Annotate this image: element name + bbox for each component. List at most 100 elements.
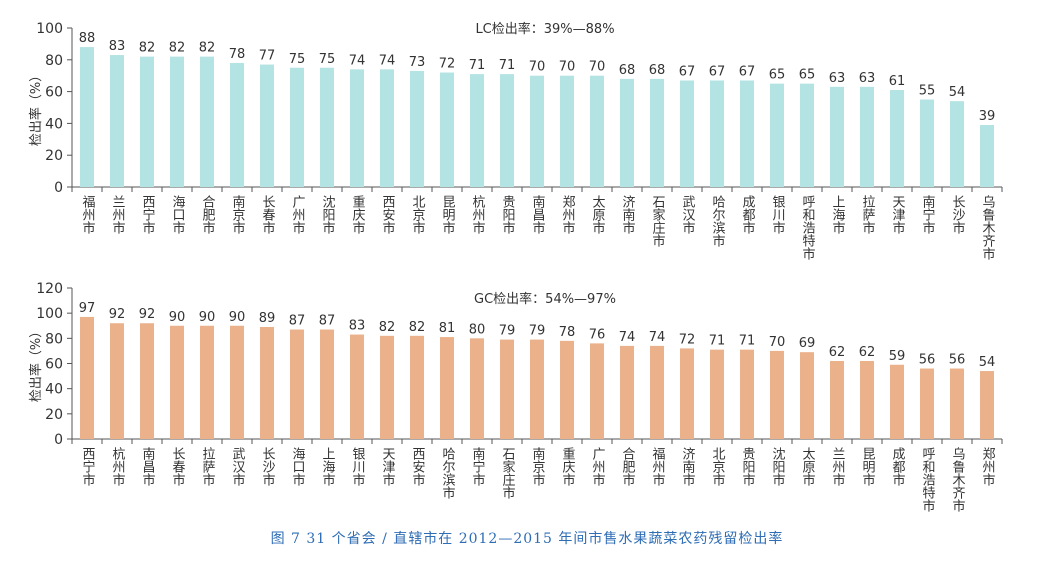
bar-北京市: [410, 70, 424, 187]
bar-郑州市: [980, 371, 994, 439]
x-tick-label: 武汉市: [680, 195, 696, 234]
data-label: 78: [559, 325, 576, 340]
bar-昆明市: [440, 72, 454, 187]
y-tick-label: 20: [45, 148, 63, 164]
x-tick-label: 银川市: [770, 195, 786, 234]
y-tick-label: 100: [36, 21, 63, 37]
bar-济南市: [620, 78, 634, 187]
bar-兰州市: [830, 360, 844, 439]
data-label: 76: [589, 327, 606, 342]
bar-长春市: [170, 325, 184, 439]
data-label: 68: [619, 63, 636, 78]
x-tick-label: 贵阳市: [740, 447, 756, 486]
x-tick-label: 济南市: [680, 447, 696, 486]
y-tick-label: 60: [45, 85, 63, 101]
x-tick-label: 重庆市: [350, 194, 366, 234]
bar-哈尔滨市: [440, 337, 454, 439]
data-label: 90: [169, 310, 186, 325]
data-label: 63: [859, 71, 876, 86]
data-label: 82: [379, 320, 396, 335]
data-label: 83: [349, 319, 366, 334]
bar-成都市: [890, 364, 904, 439]
x-tick-label: 南京市: [230, 194, 246, 234]
bar-南京市: [530, 339, 544, 439]
bar-拉萨市: [860, 86, 874, 187]
x-tick-label: 兰州市: [110, 195, 126, 234]
bar-武汉市: [230, 325, 244, 439]
data-label: 71: [739, 334, 756, 349]
bar-南京市: [230, 62, 244, 188]
bar-天津市: [890, 90, 904, 187]
data-label: 70: [589, 60, 606, 75]
data-label: 61: [889, 74, 906, 89]
x-tick-label: 福州市: [80, 195, 96, 234]
y-tick-label: 100: [36, 306, 63, 322]
data-label: 67: [739, 64, 756, 79]
bar-石家庄市: [650, 78, 664, 187]
data-label: 87: [319, 314, 336, 329]
bar-杭州市: [110, 323, 124, 439]
x-tick-label: 海口市: [170, 195, 186, 234]
data-label: 92: [139, 307, 156, 322]
data-label: 62: [829, 345, 846, 360]
data-label: 80: [469, 322, 486, 337]
y-tick-label: 120: [36, 281, 63, 297]
x-tick-label: 成都市: [890, 447, 906, 486]
y-tick-label: 60: [45, 357, 63, 373]
x-tick-label: 天津市: [380, 447, 396, 486]
x-tick-label: 哈尔滨市: [710, 195, 726, 247]
bar-银川市: [770, 83, 784, 187]
x-tick-label: 武汉市: [230, 447, 246, 486]
x-tick-label: 哈尔滨市: [440, 447, 456, 499]
bar-南昌市: [530, 75, 544, 187]
y-axis-label: 检出率（%）: [28, 325, 44, 402]
data-label: 87: [289, 314, 306, 329]
data-label: 71: [469, 58, 486, 73]
bar-海口市: [290, 329, 304, 439]
bar-银川市: [350, 334, 364, 439]
bar-贵阳市: [500, 74, 514, 187]
data-label: 77: [259, 49, 276, 64]
bar-西安市: [410, 335, 424, 439]
data-label: 88: [79, 31, 96, 46]
data-label: 75: [319, 52, 336, 67]
bar-重庆市: [560, 340, 574, 439]
y-tick-label: 80: [45, 331, 63, 347]
x-tick-label: 乌鲁木齐市: [950, 446, 966, 512]
bar-南宁市: [920, 99, 934, 187]
data-label: 90: [229, 310, 246, 325]
x-tick-label: 乌鲁木齐市: [980, 194, 996, 260]
data-label: 82: [199, 41, 216, 56]
x-tick-label: 石家庄市: [650, 195, 666, 247]
chart-figure: LC检出率：39%—88% 0 20 40 60 80 100 检出率（%） 88 福州市 83 兰州…: [28, 21, 1003, 512]
data-label: 75: [289, 52, 306, 67]
data-label: 89: [259, 311, 276, 326]
x-tick-label: 太原市: [590, 195, 606, 234]
data-label: 65: [769, 68, 786, 83]
bar-长春市: [260, 64, 274, 187]
bar-呼和浩特市: [800, 83, 814, 187]
x-tick-label: 南京市: [530, 446, 546, 486]
bar-福州市: [650, 345, 664, 439]
bar-海口市: [170, 56, 184, 188]
bar-西宁市: [140, 56, 154, 188]
x-tick-label: 成都市: [740, 195, 756, 234]
data-label: 74: [619, 330, 636, 345]
bar-乌鲁木齐市: [980, 124, 994, 187]
data-label: 70: [559, 60, 576, 75]
data-label: 65: [799, 68, 816, 83]
data-label: 97: [79, 301, 96, 316]
data-label: 54: [949, 85, 966, 100]
x-tick-label: 西安市: [380, 195, 396, 234]
bar-合肥市: [200, 56, 214, 188]
bar-西宁市: [80, 316, 94, 439]
x-tick-label: 贵阳市: [500, 195, 516, 234]
bar-成都市: [740, 80, 754, 187]
x-tick-label: 南宁市: [920, 194, 936, 234]
data-label: 92: [109, 307, 126, 322]
bar-西安市: [380, 69, 394, 187]
bar-郑州市: [560, 75, 574, 187]
data-label: 78: [229, 47, 246, 62]
x-tick-label: 长沙市: [950, 195, 966, 234]
x-tick-label: 长春市: [260, 195, 276, 234]
